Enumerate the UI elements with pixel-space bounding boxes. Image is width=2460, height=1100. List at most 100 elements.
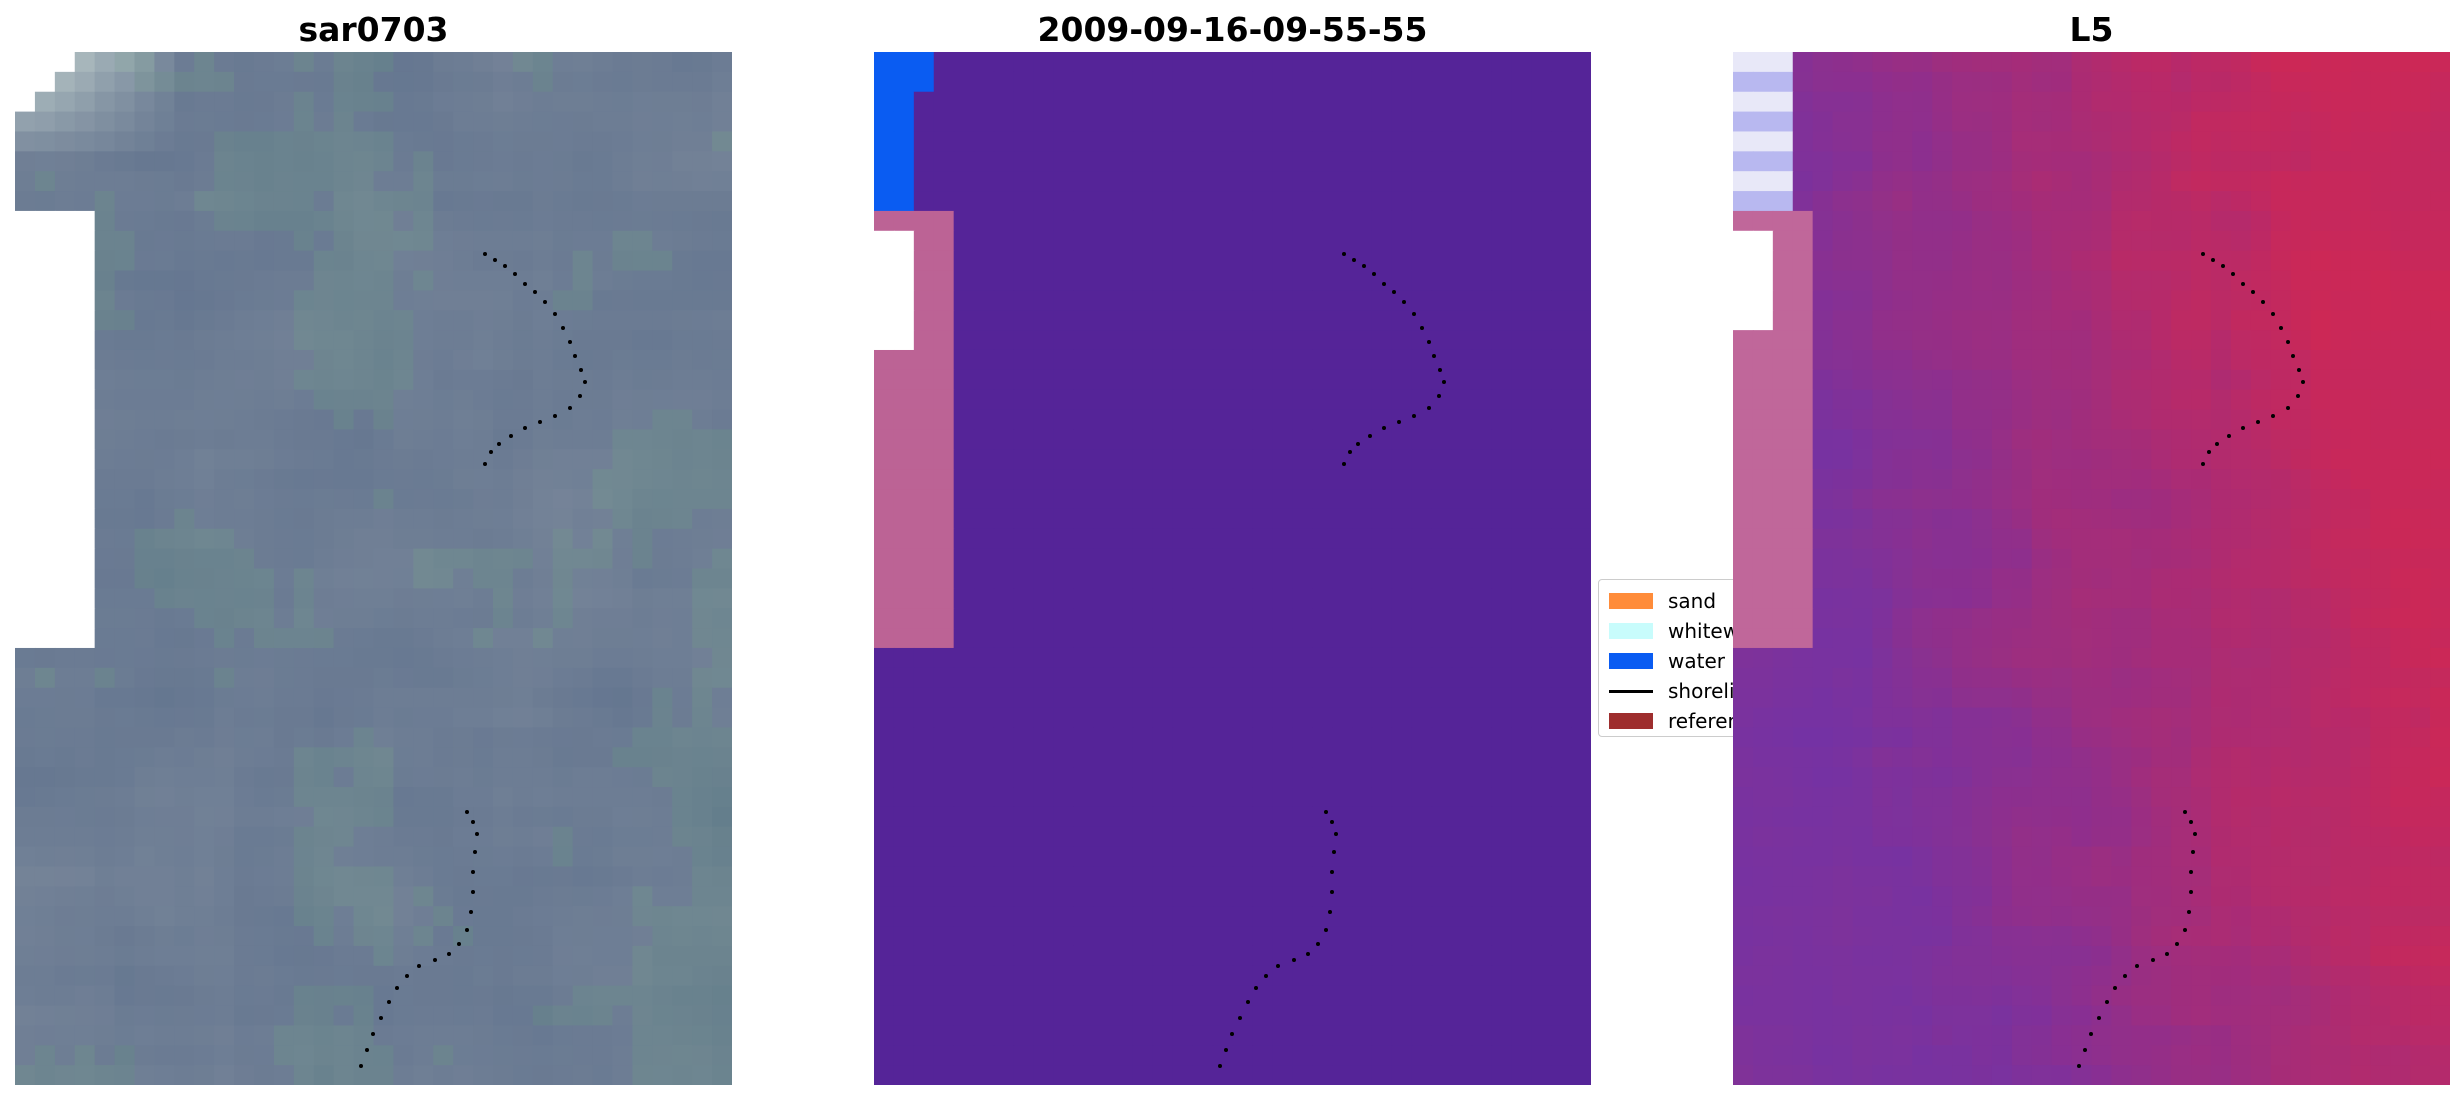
shoreline-dot	[1324, 928, 1328, 932]
pixel	[993, 548, 1015, 570]
pixel	[1952, 409, 1973, 431]
pixel	[2191, 369, 2212, 391]
pixel	[1431, 191, 1453, 212]
pixel	[1471, 846, 1493, 868]
pixel	[1292, 429, 1313, 450]
pixel	[1471, 330, 1493, 351]
pixel	[413, 330, 434, 351]
pixel	[1232, 528, 1254, 550]
pixel	[1292, 191, 1313, 212]
pixel	[572, 389, 594, 411]
pixel	[512, 707, 534, 729]
pixel	[652, 707, 673, 729]
pixel	[94, 210, 116, 232]
pixel	[2171, 409, 2192, 431]
pixel	[1252, 727, 1273, 748]
pixel	[1272, 687, 1293, 709]
pixel	[1471, 508, 1493, 530]
pixel	[1132, 707, 1154, 729]
pixel	[2071, 230, 2093, 252]
pixel	[1391, 151, 1413, 172]
pixel	[1531, 727, 1552, 748]
pixel	[692, 449, 713, 470]
pixel	[114, 449, 136, 470]
pixel	[433, 568, 454, 589]
pixel	[1013, 1005, 1034, 1027]
pixel	[1371, 310, 1393, 331]
pixel	[194, 945, 215, 967]
pixel	[993, 52, 1015, 73]
pixel	[2350, 330, 2371, 351]
pixel	[2250, 111, 2272, 133]
pixel	[2091, 647, 2113, 669]
pixel	[1892, 330, 1913, 351]
pixel	[1113, 210, 1134, 232]
pixel	[1232, 409, 1254, 431]
pixel	[54, 290, 76, 311]
pixel	[1232, 508, 1254, 530]
pixel	[2290, 548, 2312, 570]
pixel	[1332, 528, 1353, 550]
pixel	[1733, 409, 1754, 431]
pixel	[2330, 489, 2352, 510]
pixel	[1892, 369, 1913, 391]
pixel	[15, 191, 36, 212]
pixel	[1511, 429, 1532, 450]
pixel	[692, 787, 713, 808]
pixel	[1212, 647, 1234, 669]
pixel	[1531, 409, 1552, 431]
pixel	[273, 409, 295, 431]
pixel	[1152, 687, 1174, 709]
pixel	[1132, 409, 1154, 431]
pixel	[293, 707, 315, 729]
pixel	[712, 965, 732, 987]
pixel	[54, 707, 76, 729]
pixel	[1252, 250, 1273, 272]
pixel	[134, 806, 156, 828]
pixel	[1531, 1025, 1552, 1046]
pixel	[1212, 369, 1234, 391]
pixel	[313, 210, 335, 232]
pixel	[1411, 1025, 1433, 1046]
pixel	[874, 945, 895, 967]
pixel	[692, 906, 713, 927]
pixel	[1431, 71, 1453, 93]
pixel	[1511, 250, 1532, 272]
pixel	[1013, 568, 1034, 589]
pixel	[433, 310, 454, 331]
pixel	[612, 1005, 634, 1027]
pixel	[2270, 111, 2292, 133]
pixel	[94, 508, 116, 530]
pixel	[1371, 826, 1393, 848]
pixel	[114, 151, 136, 172]
pixel	[632, 1025, 653, 1046]
pixel	[373, 628, 395, 649]
pixel	[592, 787, 614, 808]
pixel	[493, 369, 514, 391]
pixel	[2031, 647, 2053, 669]
pixel	[973, 965, 995, 987]
pixel	[1093, 250, 1114, 272]
pixel	[413, 1005, 434, 1027]
pixel	[913, 71, 935, 93]
pixel	[1033, 230, 1054, 252]
pixel	[1013, 349, 1034, 371]
pixel	[453, 568, 474, 589]
pixel	[592, 250, 614, 272]
pixel	[234, 1005, 255, 1027]
shoreline-dot	[523, 426, 527, 430]
pixel	[1892, 290, 1913, 311]
pixel	[2250, 71, 2272, 93]
pixel	[134, 548, 156, 570]
pixel	[953, 330, 975, 351]
pixel	[1431, 866, 1453, 887]
pixel	[1113, 290, 1134, 311]
pixel	[1491, 489, 1512, 510]
pixel	[652, 111, 673, 133]
pixel	[893, 826, 915, 848]
pixel	[1752, 131, 1774, 152]
pixel	[154, 210, 175, 232]
pixel	[373, 191, 395, 212]
pixel	[552, 369, 574, 391]
pixel	[1093, 508, 1114, 530]
